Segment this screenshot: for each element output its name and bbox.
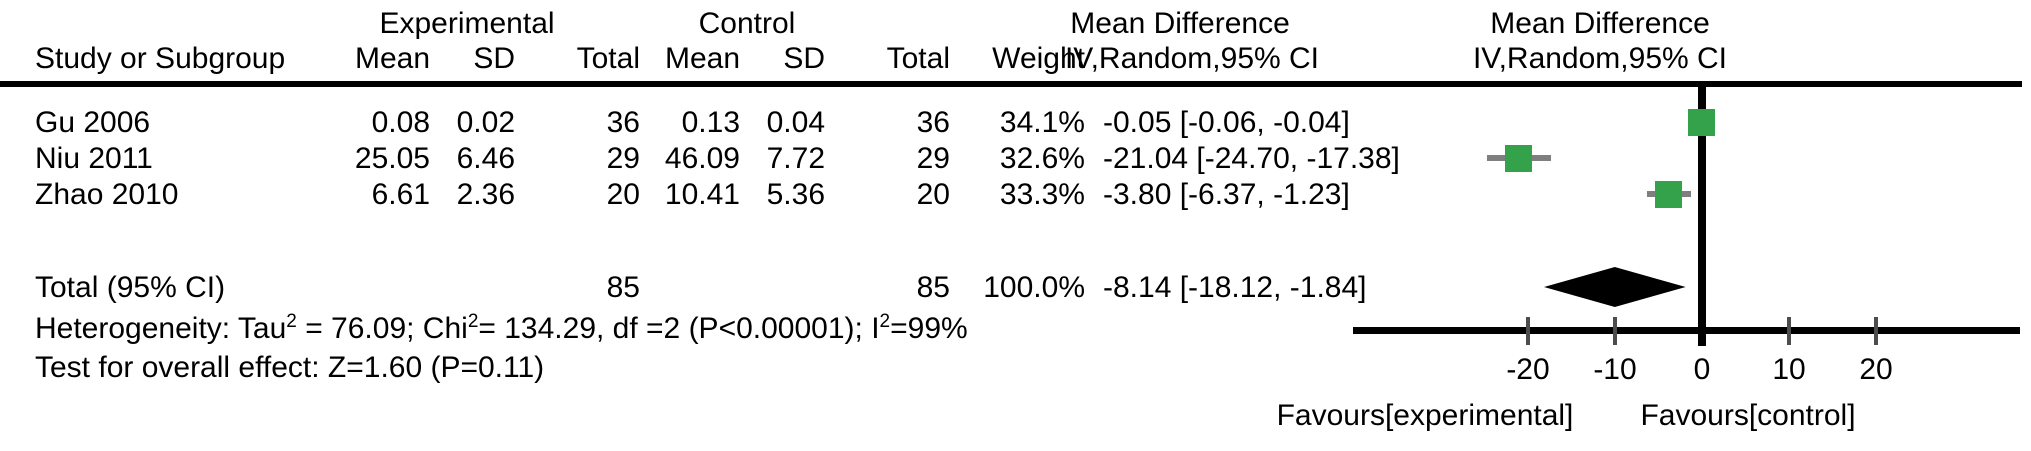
axis-tick-label: -10 xyxy=(1593,353,1637,386)
het-part: =99% xyxy=(890,312,968,345)
ctl-mean: 46.09 xyxy=(664,142,740,175)
header-md-title-left: Mean Difference xyxy=(1070,7,1290,40)
zero-reference-line xyxy=(1698,84,1706,346)
study-marker xyxy=(1505,144,1533,172)
study-name: Gu 2006 xyxy=(35,106,151,139)
exp-sd: 6.46 xyxy=(456,142,515,175)
study-name: Zhao 2010 xyxy=(35,178,179,211)
het-sup: 2 xyxy=(467,311,479,332)
het-part: = 134.29, df =2 (P<0.00001); I xyxy=(478,312,880,345)
header-col-exp-sd: SD xyxy=(473,42,515,75)
total-diamond xyxy=(1544,267,1686,307)
header-col-study: Study or Subgroup xyxy=(35,42,286,75)
header-col-ctl-mean: Mean xyxy=(664,42,740,75)
favours-experimental-label: Favours[experimental] xyxy=(1276,399,1574,432)
total-diamond-shape xyxy=(1544,267,1686,307)
exp-sd: 0.02 xyxy=(456,106,515,139)
ctl-mean: 0.13 xyxy=(681,106,740,139)
exp-total: 20 xyxy=(606,178,640,211)
het-part: = 76.09; Chi xyxy=(296,312,468,345)
axis-tick xyxy=(1526,317,1530,345)
header-col-ctl-sd: SD xyxy=(783,42,825,75)
header-col-weight: Weight xyxy=(992,42,1085,75)
axis-tick xyxy=(1613,317,1617,345)
total-label: Total (95% CI) xyxy=(35,271,226,304)
header-col-exp-mean: Mean xyxy=(354,42,430,75)
axis-tick xyxy=(1874,317,1878,345)
exp-total: 29 xyxy=(606,142,640,175)
ctl-total: 20 xyxy=(916,178,950,211)
x-axis-line xyxy=(1353,327,2020,334)
het-part: Heterogeneity: Tau xyxy=(35,312,287,345)
study-marker xyxy=(1655,180,1683,208)
het-sup: 2 xyxy=(879,311,891,332)
md-ci-text: -0.05 [-0.06, -0.04] xyxy=(1103,106,1350,139)
ctl-sd: 7.72 xyxy=(766,142,825,175)
header-group-experimental: Experimental xyxy=(379,7,555,40)
study-marker xyxy=(1688,108,1716,136)
axis-tick-label: -20 xyxy=(1506,353,1550,386)
exp-total: 36 xyxy=(606,106,640,139)
header-col-ctl-total: Total xyxy=(886,42,950,75)
total-ctl-n: 85 xyxy=(916,271,950,304)
favours-control-label: Favours[control] xyxy=(1640,399,1856,432)
header-md-title-right: Mean Difference xyxy=(1490,7,1710,40)
total-exp-n: 85 xyxy=(606,271,640,304)
ctl-sd: 0.04 xyxy=(766,106,825,139)
total-md-ci: -8.14 [-18.12, -1.84] xyxy=(1103,271,1367,304)
exp-mean: 25.05 xyxy=(354,142,430,175)
weight: 33.3% xyxy=(999,178,1085,211)
axis-tick-label: 20 xyxy=(1859,353,1893,386)
axis-tick-label: 10 xyxy=(1772,353,1806,386)
exp-mean: 0.08 xyxy=(371,106,430,139)
weight: 34.1% xyxy=(999,106,1085,139)
md-ci-text: -3.80 [-6.37, -1.23] xyxy=(1103,178,1350,211)
ctl-mean: 10.41 xyxy=(664,178,740,211)
axis-tick xyxy=(1787,317,1791,345)
ctl-total: 29 xyxy=(916,142,950,175)
header-group-control: Control xyxy=(698,7,796,40)
ctl-total: 36 xyxy=(916,106,950,139)
heterogeneity-text: Heterogeneity: Tau2 = 76.09; Chi2= 134.2… xyxy=(35,311,968,347)
exp-sd: 2.36 xyxy=(456,178,515,211)
total-weight: 100.0% xyxy=(983,271,1085,304)
overall-effect-text: Test for overall effect: Z=1.60 (P=0.11) xyxy=(35,351,545,384)
exp-mean: 6.61 xyxy=(371,178,430,211)
study-name: Niu 2011 xyxy=(35,142,153,175)
het-sup: 2 xyxy=(286,311,297,332)
header-md-sub-left: IV,Random,95% CI xyxy=(1064,42,1320,75)
axis-tick-label: 0 xyxy=(1693,353,1711,386)
md-ci-text: -21.04 [-24.70, -17.38] xyxy=(1103,142,1400,175)
header-separator-line xyxy=(0,81,2022,87)
header-md-sub-right: IV,Random,95% CI xyxy=(1472,42,1728,75)
ctl-sd: 5.36 xyxy=(766,178,825,211)
header-col-exp-total: Total xyxy=(576,42,640,75)
weight: 32.6% xyxy=(999,142,1085,175)
